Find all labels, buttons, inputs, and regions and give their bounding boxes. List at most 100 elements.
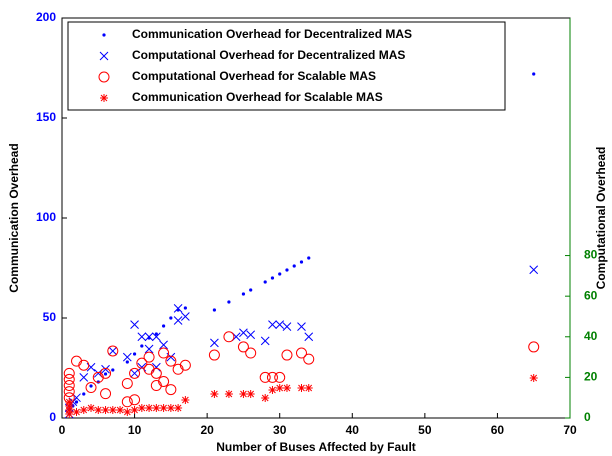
marker-asterisk — [210, 390, 219, 398]
marker-asterisk — [108, 406, 117, 414]
point — [108, 406, 117, 414]
marker-x — [79, 373, 89, 382]
point — [263, 280, 267, 284]
legend-box — [67, 21, 506, 111]
point — [130, 406, 139, 414]
point — [532, 72, 536, 76]
point — [63, 373, 75, 385]
marker-x — [151, 332, 161, 342]
marker-circle — [85, 382, 97, 394]
marker-dot — [227, 300, 231, 304]
point — [212, 308, 216, 312]
point — [158, 347, 170, 359]
marker-x — [137, 332, 147, 342]
point — [82, 392, 86, 396]
point — [116, 406, 125, 414]
marker-dot — [89, 384, 93, 388]
y-axis-label: Communication Overhead — [7, 143, 21, 292]
y-tick-label: 100 — [36, 210, 56, 224]
point — [100, 367, 112, 379]
point — [132, 352, 137, 356]
marker-circle — [121, 396, 133, 408]
y2-tick-label: 80 — [584, 248, 598, 262]
point — [268, 320, 277, 329]
point — [65, 398, 74, 406]
x-tick-label: 0 — [59, 423, 66, 437]
marker-x — [275, 320, 285, 329]
marker-circle — [63, 373, 75, 385]
point — [529, 265, 539, 275]
marker-circle — [98, 71, 110, 83]
point — [154, 332, 158, 336]
marker-circle — [528, 341, 540, 353]
point — [275, 384, 284, 392]
marker-asterisk — [268, 386, 277, 394]
marker-circle — [223, 331, 235, 343]
point — [528, 341, 540, 353]
point — [129, 394, 141, 406]
marker-asterisk — [304, 384, 313, 392]
point — [143, 351, 155, 363]
marker-circle — [237, 341, 249, 353]
marker-circle — [150, 367, 162, 379]
y2-tick-label: 60 — [584, 288, 598, 302]
marker-x — [239, 328, 248, 338]
point — [159, 404, 168, 412]
marker-circle — [63, 380, 75, 392]
point — [144, 344, 154, 354]
point — [260, 336, 270, 346]
marker-x — [304, 332, 314, 342]
point — [210, 338, 219, 348]
marker-circle — [259, 371, 271, 383]
marker-x — [159, 340, 168, 350]
marker-circle — [165, 355, 177, 367]
marker-dot — [212, 308, 216, 312]
marker-circle — [158, 347, 170, 359]
point — [246, 390, 255, 398]
marker-dot — [82, 392, 86, 396]
point — [162, 324, 166, 328]
marker-asterisk — [297, 384, 306, 392]
marker-asterisk — [87, 404, 96, 412]
x-tick-label: 10 — [128, 423, 142, 437]
marker-asterisk — [275, 384, 284, 392]
marker-circle — [107, 345, 119, 357]
marker-asterisk — [261, 394, 270, 402]
point — [259, 371, 271, 383]
point — [249, 288, 253, 292]
point — [169, 316, 173, 320]
marker-dot — [102, 33, 106, 37]
point — [292, 264, 296, 268]
marker-asterisk — [246, 390, 255, 398]
point — [239, 328, 248, 338]
point — [282, 384, 291, 392]
marker-dot — [103, 372, 108, 376]
point — [158, 375, 170, 387]
point — [275, 320, 285, 329]
point — [303, 353, 315, 365]
marker-asterisk — [166, 404, 175, 412]
marker-x — [282, 322, 292, 331]
marker-dot — [154, 332, 158, 336]
marker-asterisk — [224, 390, 233, 398]
point — [123, 408, 132, 416]
point — [237, 341, 249, 353]
marker-x — [210, 338, 219, 348]
point — [304, 384, 313, 392]
point — [181, 396, 190, 404]
marker-dot — [299, 260, 304, 264]
legend-marker — [100, 94, 108, 102]
marker-asterisk — [282, 384, 291, 392]
marker-asterisk — [94, 406, 103, 414]
point — [307, 256, 311, 260]
marker-asterisk — [72, 408, 81, 416]
marker-x — [144, 332, 154, 342]
marker-circle — [136, 357, 148, 369]
point — [304, 332, 314, 342]
point — [121, 377, 133, 389]
point — [100, 388, 112, 400]
marker-asterisk — [101, 406, 110, 414]
point — [181, 312, 190, 321]
marker-dot — [125, 360, 129, 364]
point — [241, 292, 246, 296]
